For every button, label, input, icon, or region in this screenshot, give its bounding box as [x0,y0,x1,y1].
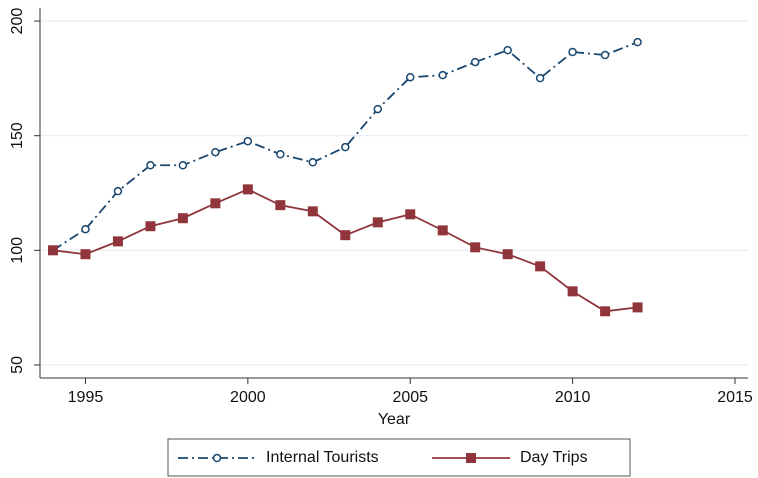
marker [437,225,448,236]
x-tick-label: 1995 [68,389,104,406]
marker [307,206,318,217]
x-tick-label: 2015 [717,389,753,406]
marker [632,302,643,313]
marker [503,45,512,55]
marker [177,213,188,224]
marker [340,230,351,241]
legend-marker [466,453,476,463]
marker [567,286,578,297]
marker [276,150,285,159]
x-tick-label: 2010 [555,389,591,406]
y-tick-label: 150 [9,122,26,149]
legend-label: Day Trips [520,449,588,466]
marker [470,57,480,67]
marker [568,47,577,57]
y-tick-label: 100 [9,237,26,264]
marker [242,184,253,195]
marker [438,70,447,80]
marker [211,147,220,157]
marker [372,217,383,228]
marker [112,236,123,247]
marker [535,73,545,83]
marker [47,245,58,256]
x-tick-label: 2000 [230,389,266,406]
marker [600,50,610,60]
marker [633,37,642,47]
marker [341,142,350,152]
legend-label: Internal Tourists [266,449,379,466]
marker [145,221,156,232]
marker [146,161,155,170]
marker [502,249,513,260]
marker [600,306,611,317]
y-tick-label: 200 [9,8,26,35]
marker [405,209,416,220]
marker [81,224,90,234]
marker [178,161,188,170]
marker [535,261,546,272]
legend-marker [212,453,222,463]
marker [80,249,91,260]
x-axis-label: Year [378,411,411,428]
marker [243,136,253,146]
marker [308,158,318,167]
marker [373,104,383,114]
marker [275,200,286,211]
marker [470,242,481,253]
y-tick-label: 50 [9,356,26,374]
marker [405,72,415,82]
x-tick-label: 2005 [392,389,428,406]
marker [210,198,221,209]
marker [113,186,123,196]
